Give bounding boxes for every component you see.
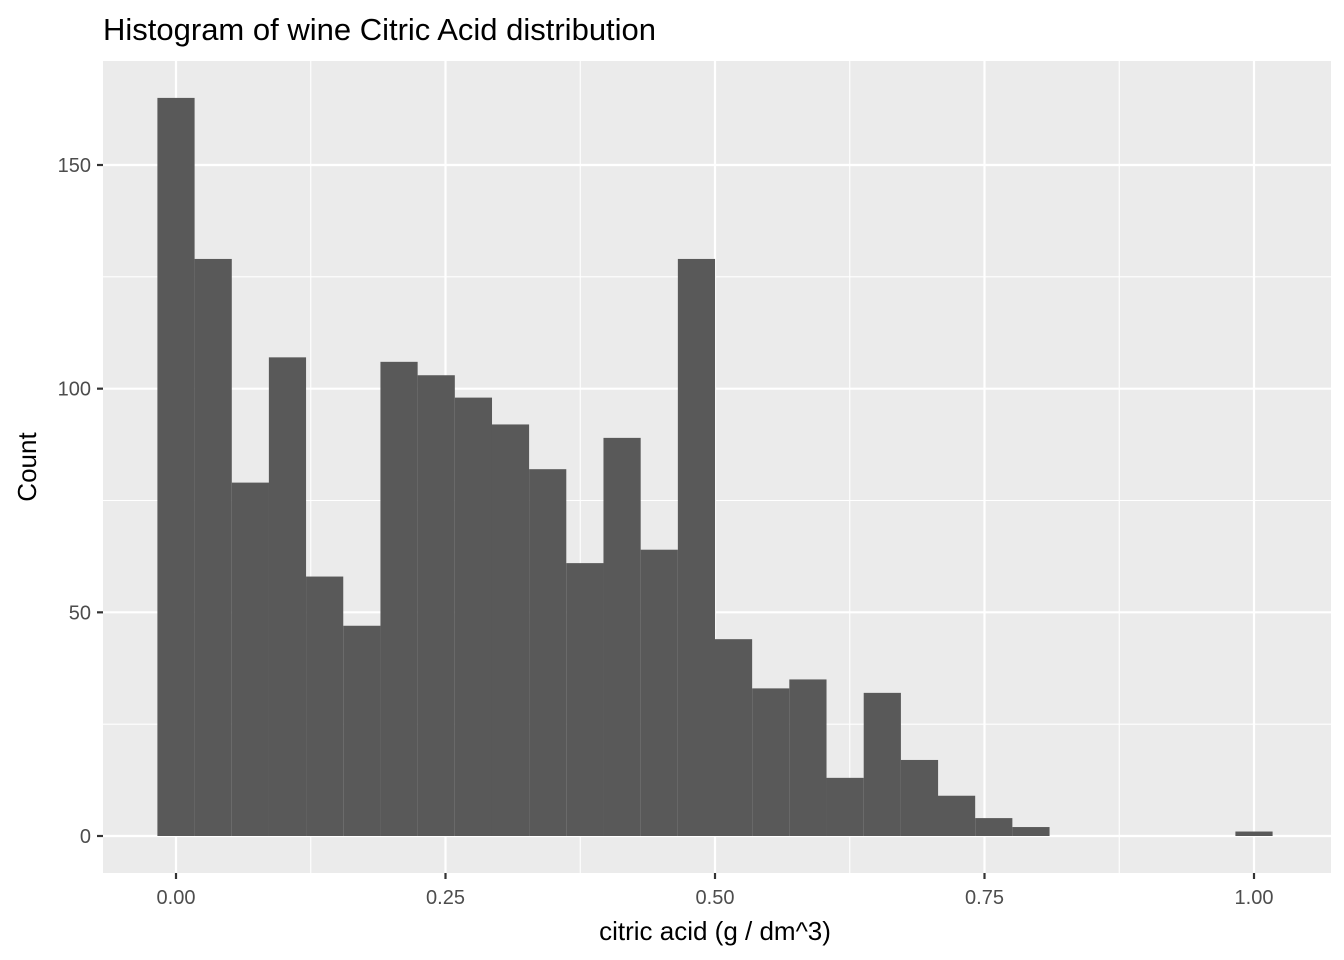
- x-tick-label: 0.00: [157, 887, 196, 909]
- y-tick-label: 0: [80, 826, 91, 848]
- histogram-bar: [640, 549, 678, 836]
- x-tick-label: 0.75: [965, 887, 1004, 909]
- histogram-bar: [826, 777, 864, 836]
- histogram-bar: [975, 818, 1013, 836]
- histogram-bar: [268, 357, 307, 836]
- histogram-bar: [1012, 827, 1050, 836]
- histogram-bar: [194, 258, 232, 836]
- x-axis: 0.00 0.25 0.50 0.75 1.00: [157, 873, 1274, 909]
- histogram-bar: [863, 692, 901, 836]
- histogram-bar: [566, 563, 604, 836]
- histogram-bar: [231, 482, 269, 836]
- histogram-bar: [491, 424, 530, 836]
- histogram-bar: [417, 375, 455, 836]
- histogram-bar: [529, 469, 567, 836]
- histogram-bar: [380, 361, 418, 836]
- y-tick-label: 50: [69, 602, 91, 624]
- x-tick-label: 1.00: [1235, 887, 1274, 909]
- grid-minor: [103, 61, 1331, 873]
- histogram-bar: [937, 795, 976, 836]
- histogram-bar: [343, 625, 381, 836]
- x-axis-title: citric acid (g / dm^3): [599, 916, 831, 946]
- y-axis: 0 50 100 150: [58, 155, 103, 848]
- histogram-bar: [454, 397, 493, 836]
- histogram-bar: [157, 97, 195, 836]
- histogram-bar: [752, 688, 790, 836]
- y-tick-label: 100: [58, 379, 91, 401]
- x-tick-label: 0.25: [426, 887, 465, 909]
- histogram-bar: [306, 576, 344, 836]
- chart-title: Histogram of wine Citric Acid distributi…: [103, 12, 656, 47]
- y-tick-label: 150: [58, 155, 91, 177]
- histogram-bar: [900, 759, 939, 836]
- y-axis-title: Count: [12, 432, 42, 502]
- histogram-bar: [677, 258, 716, 836]
- bars: [157, 97, 1273, 836]
- x-tick-label: 0.50: [696, 887, 735, 909]
- histogram-bar: [1235, 831, 1273, 836]
- histogram-bar: [789, 679, 827, 836]
- histogram-bar: [603, 437, 641, 836]
- histogram-bar: [714, 639, 753, 836]
